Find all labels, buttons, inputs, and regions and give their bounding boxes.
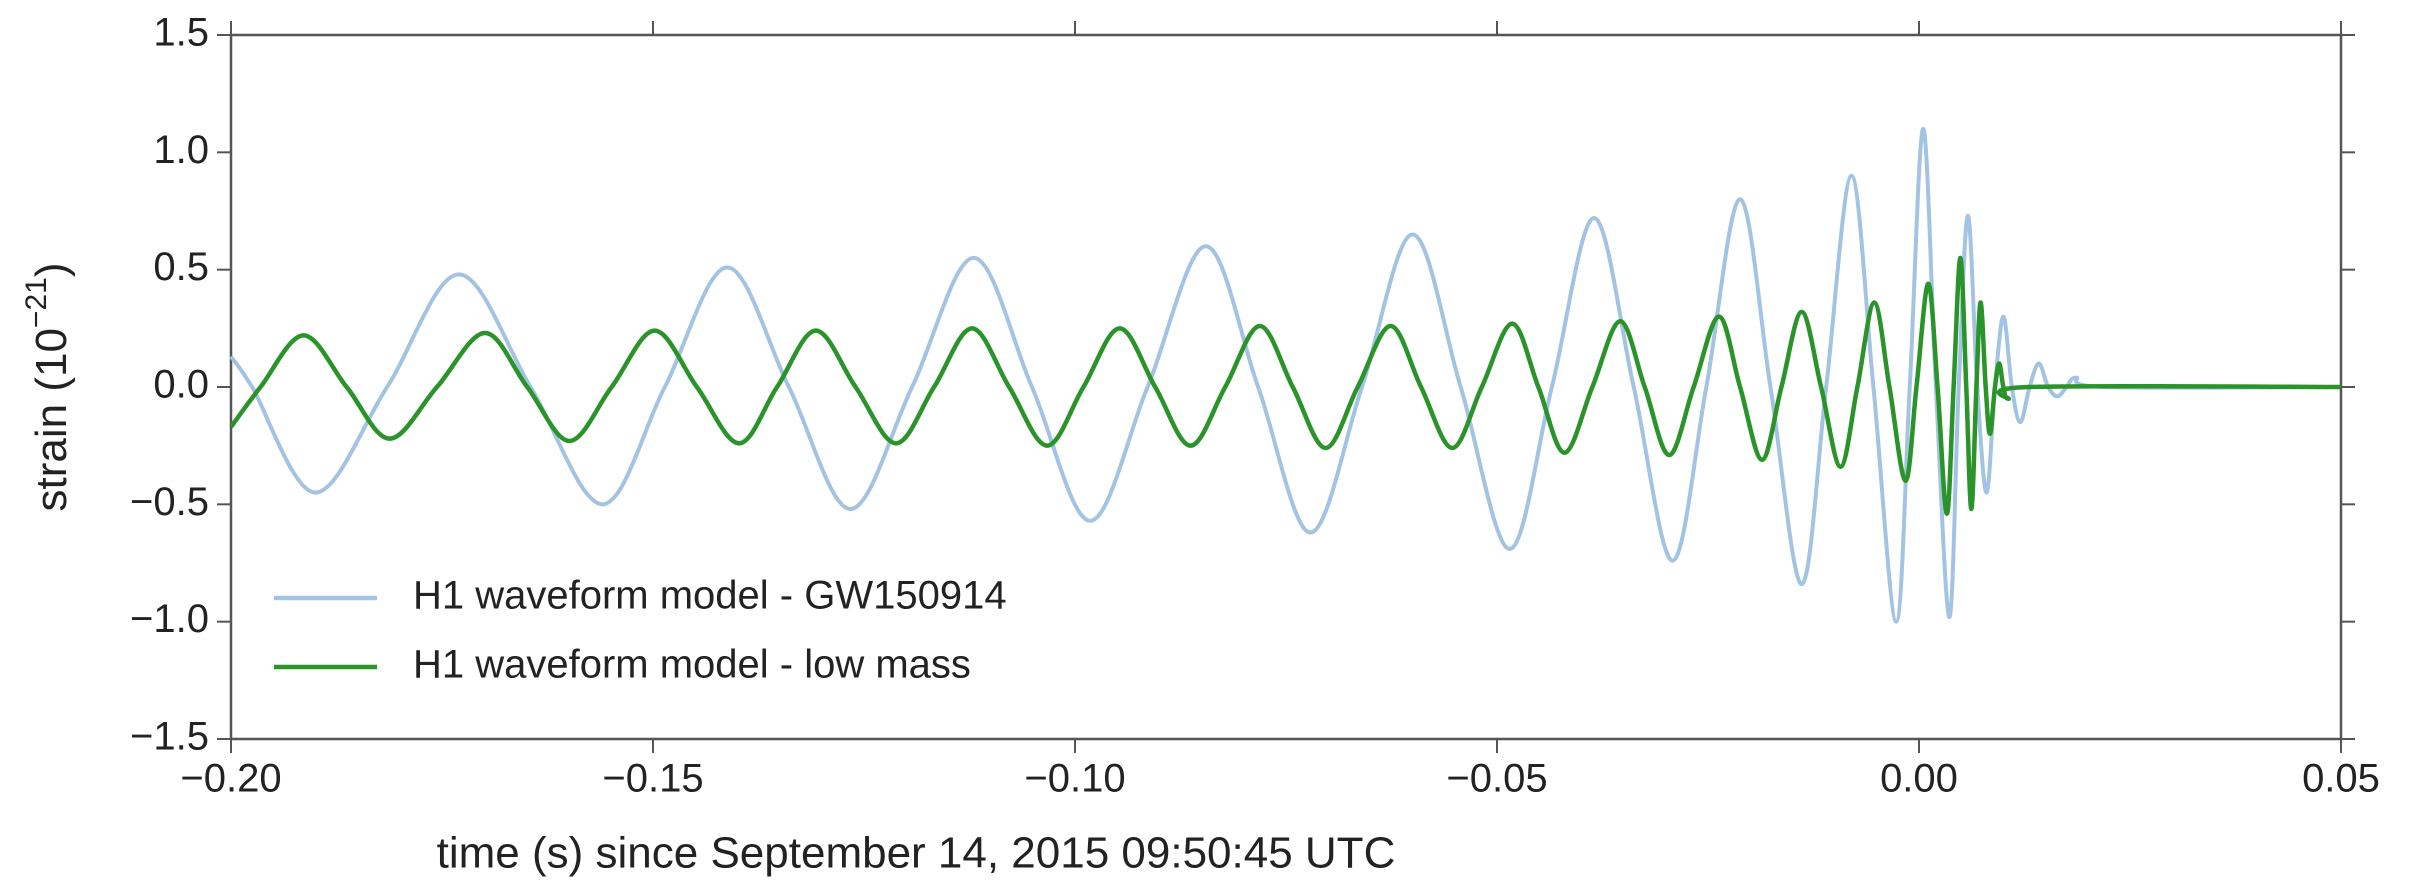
x-tick-label: −0.05 bbox=[1446, 757, 1547, 801]
x-tick-label: −0.15 bbox=[602, 757, 703, 801]
x-axis-label: time (s) since September 14, 2015 09:50:… bbox=[437, 829, 1396, 878]
line-series bbox=[229, 126, 2342, 624]
x-tick-label: 0.05 bbox=[2302, 757, 2380, 801]
legend-label: H1 waveform model - GW150914 bbox=[413, 574, 1007, 618]
y-tick-label: −0.5 bbox=[130, 480, 209, 524]
line-series bbox=[229, 255, 2342, 516]
y-label-close: ) bbox=[27, 263, 76, 278]
y-tick-label: −1.0 bbox=[130, 597, 209, 641]
x-tick-label: −0.10 bbox=[1024, 757, 1125, 801]
y-tick-label: 0.0 bbox=[153, 363, 209, 407]
y-tick-label: 1.0 bbox=[153, 128, 209, 172]
y-label-exponent: −21 bbox=[20, 277, 53, 328]
x-tick-label: 0.00 bbox=[1880, 757, 1958, 801]
y-label-text: strain (10 bbox=[27, 328, 76, 511]
x-tick-label: −0.20 bbox=[180, 757, 281, 801]
legend-label: H1 waveform model - low mass bbox=[413, 643, 971, 687]
y-axis-label: strain (10−21) bbox=[20, 263, 76, 512]
y-tick-label: 0.5 bbox=[153, 245, 209, 289]
y-tick-label: 1.5 bbox=[153, 11, 209, 55]
y-tick-label: −1.5 bbox=[130, 715, 209, 759]
